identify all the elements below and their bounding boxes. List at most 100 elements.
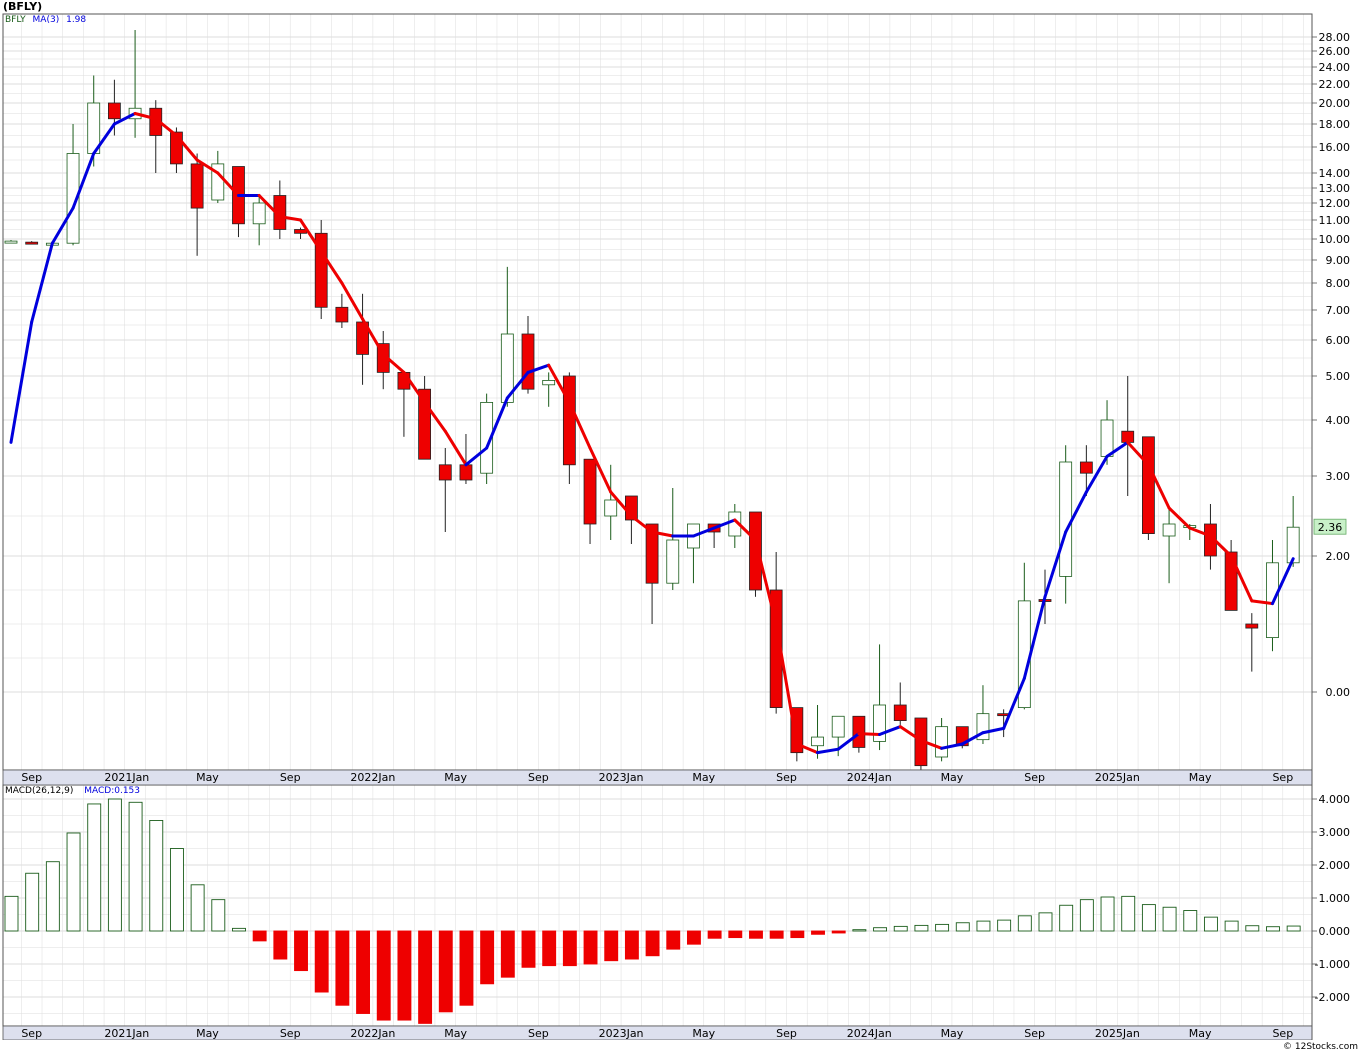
macd-tick-label: 2.000: [1319, 859, 1351, 872]
candle-body: [1286, 526, 1300, 564]
candle: [1245, 613, 1259, 672]
macd-bar: [624, 930, 639, 960]
candle-body: [769, 589, 783, 708]
ma-segment: [195, 158, 220, 175]
candle-body: [831, 715, 845, 738]
macd-bar: [418, 930, 433, 1024]
ma-segment: [154, 117, 178, 137]
time-label: 2024Jan: [847, 771, 892, 784]
price-tick-label: 28.00: [1319, 31, 1351, 44]
time-label: Sep: [21, 771, 42, 784]
price-tick-label: 8.00: [1326, 277, 1351, 290]
candle-body: [335, 306, 349, 323]
ma-segment: [567, 400, 592, 450]
candle-body: [604, 499, 618, 517]
ma-segment: [1188, 526, 1212, 538]
candle: [811, 705, 824, 759]
macd-bar: [583, 930, 598, 965]
candle: [893, 682, 907, 725]
candle: [211, 150, 225, 203]
candle: [314, 220, 328, 319]
macd-bar: [1266, 926, 1280, 932]
candle-body: [893, 704, 907, 722]
candle-body: [25, 241, 39, 245]
candle-body: [438, 464, 452, 481]
candle: [500, 266, 514, 407]
price-tick-label: 5.00: [1326, 370, 1351, 383]
time-label: May: [1189, 771, 1212, 784]
ma-segment: [940, 742, 964, 750]
ma-segment: [1084, 454, 1109, 494]
time-label: May: [941, 771, 964, 784]
ma-segment: [423, 400, 447, 433]
macd-bar: [190, 884, 205, 932]
macd-bar: [1079, 899, 1094, 932]
macd-bar: [294, 930, 308, 972]
macd-tick-label: -1.000: [1315, 958, 1350, 971]
macd-bar: [893, 925, 908, 932]
macd-bar: [459, 930, 474, 1006]
ma-segment: [857, 732, 882, 736]
candle: [190, 153, 204, 256]
macd-bar: [542, 930, 557, 967]
macd-legend: MACD(26,12,9) MACD:0.153: [5, 786, 140, 796]
candle: [25, 241, 39, 245]
candle-body: [542, 379, 556, 386]
macd-bar: [645, 930, 660, 957]
candle: [1224, 540, 1238, 611]
ma-segment: [319, 250, 344, 285]
macd-bar: [728, 930, 743, 939]
ma-segment: [629, 514, 654, 534]
time-label-bottom: 2024Jan: [847, 1027, 892, 1040]
ma-segment: [464, 446, 489, 467]
time-label: Sep: [1024, 771, 1045, 784]
candle: [66, 124, 80, 246]
macd-label: MACD(26,12,9): [5, 786, 74, 796]
time-label-bottom: May: [196, 1027, 219, 1040]
candle-body: [811, 736, 824, 747]
candle: [749, 511, 762, 597]
candle: [1204, 504, 1217, 570]
price-tick-label: 0.00: [1326, 686, 1351, 699]
macd-bar: [1121, 895, 1136, 932]
ma-segment: [133, 112, 158, 121]
macd-bar: [4, 895, 19, 932]
time-label-bottom: 2023Jan: [599, 1027, 644, 1040]
ma-segment: [1167, 506, 1192, 530]
candle: [769, 552, 783, 714]
ma-segment: [1022, 595, 1047, 680]
ma-segment: [1208, 534, 1233, 558]
macd-tick-label: 1.000: [1319, 892, 1351, 905]
time-label-bottom: Sep: [21, 1027, 42, 1040]
price-tick-label: 18.00: [1319, 118, 1351, 131]
price-tick-label: 13.00: [1319, 182, 1351, 195]
macd-bar: [1286, 925, 1301, 932]
time-label: Sep: [776, 771, 797, 784]
time-label-bottom: May: [941, 1027, 964, 1040]
time-label: Sep: [528, 771, 549, 784]
macd-bar: [1141, 904, 1156, 932]
ma-segment: [733, 518, 757, 542]
price-tick-label: 14.00: [1319, 167, 1351, 180]
price-tick-label: 9.00: [1326, 254, 1351, 267]
footer-bg: [0, 1040, 1360, 1056]
ma-segment: [71, 152, 96, 210]
time-label: 2022Jan: [350, 771, 395, 784]
candle-body: [314, 232, 328, 308]
ma-segment: [112, 112, 137, 126]
candle: [335, 293, 349, 328]
macd-bar: [914, 924, 929, 932]
macd-bar: [107, 798, 122, 932]
macd-bar: [356, 930, 371, 1014]
time-label: Sep: [1272, 771, 1293, 784]
price-tick-label: 11.00: [1319, 214, 1351, 227]
chart-title: (BFLY): [3, 0, 43, 13]
time-label-bottom: 2022Jan: [350, 1027, 395, 1040]
price-tick-label: 22.00: [1319, 78, 1351, 91]
price-tick-label: 3.00: [1326, 470, 1351, 483]
ma-segment: [878, 725, 902, 736]
candle-body: [749, 511, 762, 591]
price-tick-label: 10.00: [1319, 233, 1351, 246]
macd-bar: [1059, 904, 1074, 932]
ma-segment: [30, 241, 54, 324]
